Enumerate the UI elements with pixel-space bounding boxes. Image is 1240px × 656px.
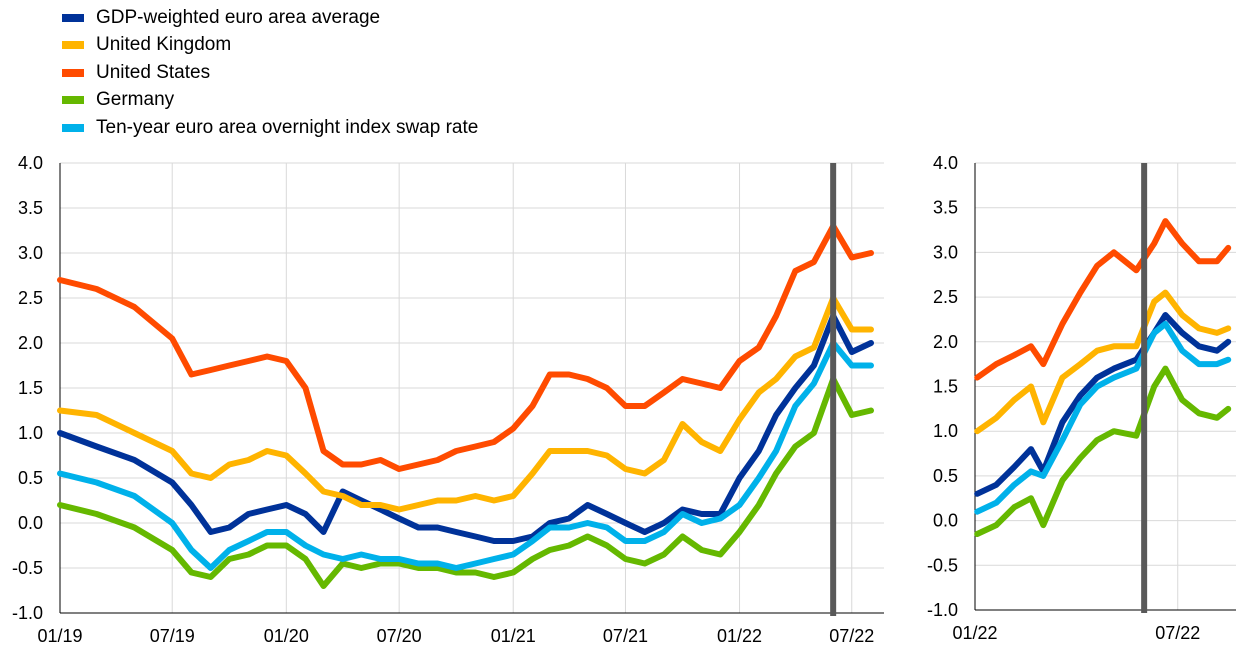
legend-swatch [62,123,84,132]
y-tick-label: 0.0 [18,513,43,533]
y-tick-label: 3.5 [933,198,958,218]
series-line-3 [57,376,874,589]
y-tick-label: 1.5 [18,378,43,398]
y-tick-label: 4.0 [18,153,43,173]
series-line-2 [974,218,1232,381]
vertical-marker [830,163,837,616]
y-tick-label: 0.5 [18,468,43,488]
y-tick-label: 1.0 [933,421,958,441]
y-tick-label: 2.0 [18,333,43,353]
legend-label: Ten-year euro area overnight index swap … [96,116,479,138]
x-tick-label: 01/22 [952,623,997,643]
y-tick-label: 1.5 [933,377,958,397]
legend-item-germany: Germany [62,87,478,115]
series-line-2 [57,223,874,472]
vertical-marker [1141,163,1148,613]
legend-item-ois: Ten-year euro area overnight index swap … [62,114,478,142]
y-tick-label: -1.0 [927,600,958,620]
x-tick-label: 01/19 [37,626,82,646]
x-tick-label: 01/20 [264,626,309,646]
x-tick-label: 07/21 [603,626,648,646]
legend-label: GDP-weighted euro area average [96,6,381,28]
legend-swatch [62,68,84,77]
legend-label: United Kingdom [96,34,232,56]
y-tick-label: -1.0 [12,603,43,623]
series-line-4 [57,340,874,571]
series-line-4 [974,320,1232,515]
legend-item-gdp-weighted: GDP-weighted euro area average [62,4,478,32]
x-tick-label: 01/21 [491,626,536,646]
y-tick-label: 0.0 [933,511,958,531]
x-tick-label: 07/19 [150,626,195,646]
y-tick-label: -0.5 [927,555,958,575]
legend-swatch [62,13,84,22]
x-tick-label: 07/22 [829,626,874,646]
legend-item-uk: United Kingdom [62,32,478,60]
series-line-0 [974,312,1232,497]
x-tick-label: 01/22 [717,626,762,646]
legend-label: Germany [96,89,175,111]
y-tick-label: 4.0 [933,153,958,173]
y-tick-label: -0.5 [12,558,43,578]
series-line-1 [974,289,1232,435]
y-tick-label: 1.0 [18,423,43,443]
legend-item-us: United States [62,59,478,87]
legend-swatch [62,96,84,105]
series-line-3 [974,365,1232,537]
x-tick-label: 07/20 [377,626,422,646]
y-tick-label: 3.0 [933,242,958,262]
series-line-1 [57,295,874,513]
y-tick-label: 0.5 [933,466,958,486]
y-tick-label: 2.0 [933,332,958,352]
legend-swatch [62,41,84,50]
y-tick-label: 2.5 [18,288,43,308]
y-tick-label: 3.0 [18,243,43,263]
x-tick-label: 07/22 [1155,623,1200,643]
y-tick-label: 2.5 [933,287,958,307]
legend-label: United States [96,61,211,83]
series-line-0 [57,313,874,544]
legend: GDP-weighted euro area average United Ki… [62,4,478,142]
y-tick-label: 3.5 [18,198,43,218]
